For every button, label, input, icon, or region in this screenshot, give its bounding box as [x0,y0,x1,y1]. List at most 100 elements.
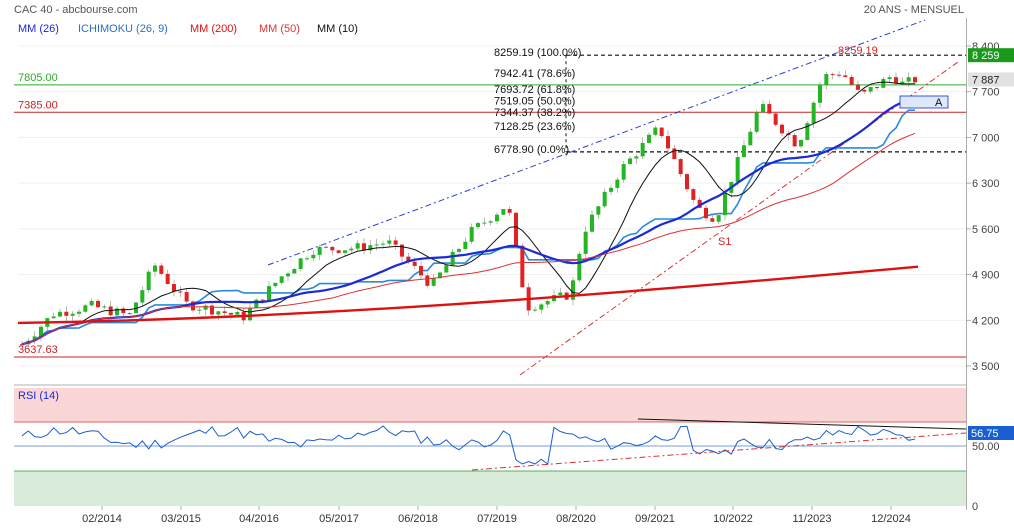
price-tick-label: 7 000 [972,132,1000,144]
candle-body [469,227,474,242]
candle-body [64,311,69,316]
chart-period: 20 ANS - MENSUEL [864,4,964,16]
candle-body [900,81,905,84]
candle-body [96,300,100,308]
candle-body [723,192,727,216]
candle-body [596,206,601,215]
annotations: 8259.19 S1 A [718,45,949,248]
legend-mm200: MM (200) [190,23,237,35]
candle-body [102,306,107,308]
indicator-legend: MM (26) ICHIMOKU (26, 9) MM (200) MM (50… [18,23,358,35]
candle-body [51,316,56,319]
candle-body [830,74,835,76]
time-tick-label: 04/2016 [239,513,279,525]
candle-body [856,84,860,90]
candle-body [336,250,341,253]
fib-label: 6778.90 (0.0%) [494,144,569,156]
candle-body [89,300,94,306]
candle-body [412,261,417,266]
candle-body [267,286,271,301]
rsi-badge-bg [968,426,1014,440]
candle-body [748,131,753,146]
a-marker-label: A [935,97,943,109]
candle-body [153,265,157,272]
last-price-label: 7 887 [972,75,1000,87]
axis-separator [966,18,967,510]
candle-body [609,187,613,192]
rsi-50-label: 50.00 [972,441,1000,453]
candle-body [653,127,658,135]
candle-body [254,299,259,309]
level-label: 7805.00 [18,72,58,84]
time-tick-label: 12/2024 [871,513,911,525]
fib-label: 7344.37 (38.2%) [494,107,575,119]
support-trendline-s1 [519,61,959,376]
legend-mm26: MM (26) [18,23,59,35]
time-tick-label: 07/2019 [477,513,517,525]
candle-body [374,244,379,246]
candle-body [761,104,765,113]
candle-body [393,240,398,245]
rsi-line [21,425,916,465]
rsi-support-line [471,432,966,471]
candle-body [520,245,525,288]
rsi-0-label: 0 [972,501,978,513]
candle-body [140,290,145,303]
ma50-line [21,132,916,345]
candle-body [767,104,772,114]
candle-body [463,241,468,249]
candle-body [425,275,430,286]
candle-body [32,336,37,341]
level-label: 7385.00 [18,99,58,111]
candle-body [20,344,24,346]
candle-body [634,156,639,159]
price-tick-label: 4 900 [972,270,1000,282]
fib-label: 7693.72 (61.8%) [494,84,575,96]
candle-body [590,214,594,232]
candle-body [906,77,911,82]
candle-body [305,258,309,260]
price-tick-label: 7 700 [972,87,1000,99]
current-price-badge [968,48,1014,63]
candle-body [444,265,449,273]
candle-body [533,309,537,311]
candle-body [488,221,493,223]
high-label: 8259.19 [838,45,878,57]
candle-body [203,305,208,310]
candle-body [647,134,651,143]
candle-body [172,283,176,292]
s1-label: S1 [718,236,731,248]
price-grid [18,45,966,367]
time-tick-label: 10/2022 [713,513,753,525]
fib-label: 7519.05 (50.0%) [494,96,575,108]
candle-body [298,258,303,270]
candle-body [849,76,854,85]
candle-body [577,253,582,281]
candle-body [862,89,867,92]
candle-body [824,74,829,86]
moving-averages [18,81,919,346]
candle-body [666,136,670,149]
candle-body [621,164,626,180]
time-tick-label: 02/2014 [82,513,122,525]
candle-body [406,256,411,262]
candle-body [837,74,841,76]
horizontal-levels: 7805.00 7385.00 3637.63 [14,72,966,358]
price-tick-label: 6 300 [972,178,1000,190]
candle-body [615,179,620,188]
candle-body [400,244,404,257]
candle-body [115,308,119,316]
candle-body [716,215,721,222]
candle-body [58,311,62,317]
ma26-line [21,96,916,346]
candle-body [685,174,689,190]
candle-body [222,311,227,313]
candle-body [628,158,632,165]
candle-body [894,77,898,84]
candle-body [330,246,335,251]
last-price-badge [968,72,1014,87]
candle-body [178,291,183,293]
rsi-resistance-line [637,418,966,430]
ma200-line [18,265,919,325]
